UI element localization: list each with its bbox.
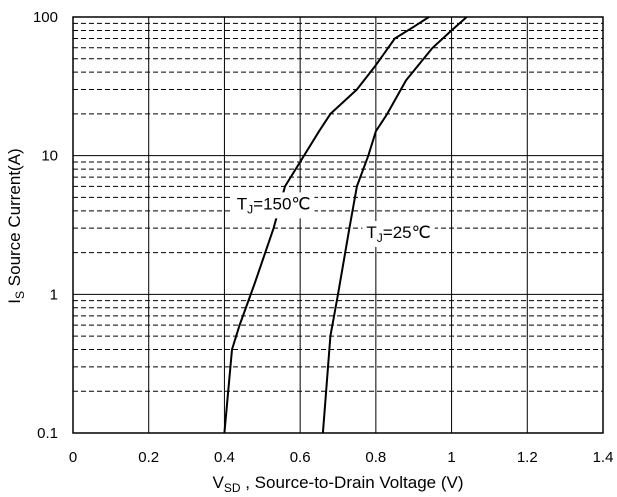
x-axis-title-rest: , Source-to-Drain Voltage (V) [241, 473, 464, 492]
y-axis-title-rest: Source Current(A) [5, 148, 24, 291]
y-axis-title-sub: S [13, 291, 27, 299]
tick-labels: 0 0.2 0.4 0.6 0.8 1 1.2 1.4 0.1 1 10 100 [33, 9, 613, 466]
series-label-bg [232, 192, 315, 219]
x-tick-label: 0 [69, 449, 77, 466]
x-axis-title-main: V [213, 473, 225, 492]
x-axis-title: VSD , Source-to-Drain Voltage (V) [213, 473, 464, 495]
series-label-2: TJ=25℃ [362, 220, 435, 247]
x-tick-label: 0.8 [365, 449, 386, 466]
plot-frame [72, 16, 604, 434]
x-tick-label: 1 [447, 449, 455, 466]
series-label-bg [362, 220, 435, 247]
series-lines [223, 16, 468, 434]
y-axis-title: IS Source Current(A) [5, 148, 27, 303]
x-tick-label: 0.2 [138, 449, 159, 466]
grid [72, 17, 604, 434]
series-label-text: TJ=25℃ [366, 223, 430, 245]
x-tick-label: 0.6 [290, 449, 311, 466]
series-label-1: TJ=150℃ [232, 192, 315, 219]
series-labels: TJ=150℃ TJ=25℃ [232, 192, 435, 247]
series-line-2 [321, 16, 468, 434]
series-label-text: TJ=150℃ [237, 194, 311, 216]
x-tick-label: 1.4 [593, 449, 614, 466]
x-tick-label: 1.2 [517, 449, 538, 466]
y-tick-label: 1 [50, 286, 58, 303]
x-axis-title-sub: SD [224, 481, 241, 495]
y-tick-label: 100 [33, 9, 58, 26]
series-line-1 [223, 16, 430, 434]
y-axis-title-main: I [5, 299, 24, 304]
x-tick-label: 0.4 [214, 449, 235, 466]
y-tick-label: 10 [41, 148, 58, 165]
y-tick-label: 0.1 [37, 425, 58, 442]
